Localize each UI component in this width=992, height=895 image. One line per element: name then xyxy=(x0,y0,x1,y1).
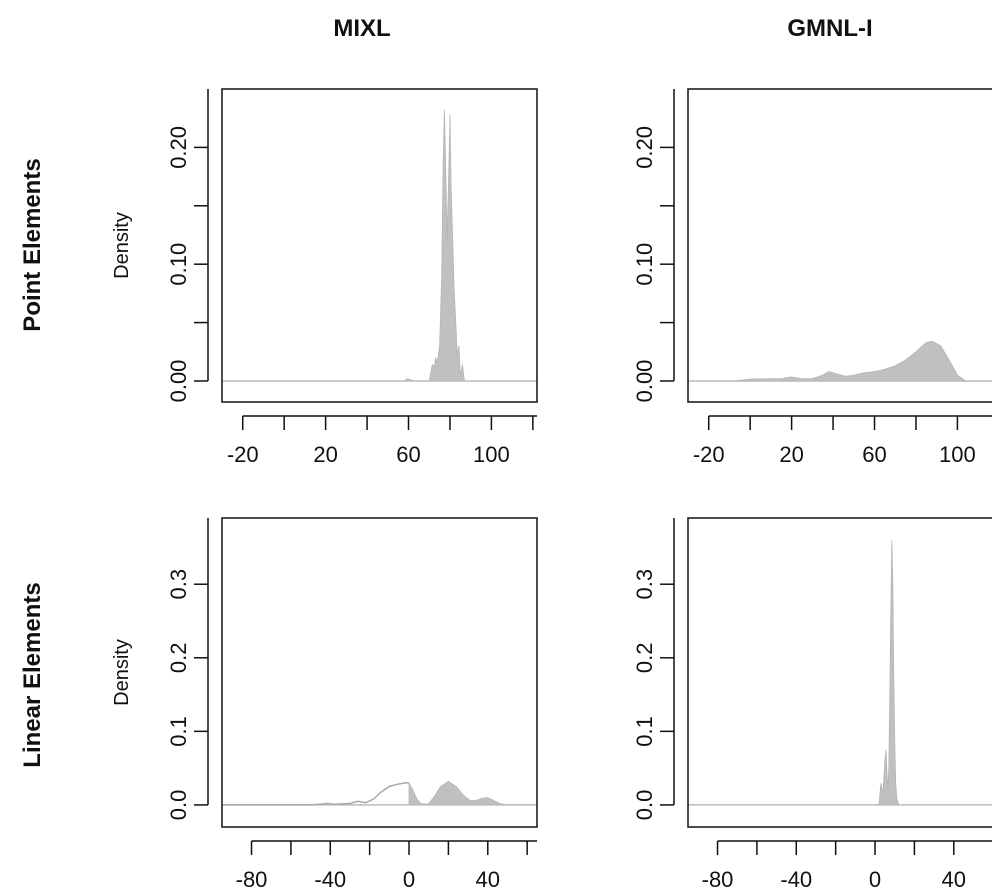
x-tick-label: -20 xyxy=(227,442,259,467)
y-tick-label: 0.0 xyxy=(632,790,657,821)
x-tick-label: -40 xyxy=(780,867,812,892)
plot-frame xyxy=(221,517,538,828)
panel-mixl-point: -20 20 60 100 0.00 0.10 0.20 Density xyxy=(111,88,538,467)
density-outline xyxy=(222,782,409,806)
x-tick-label: 20 xyxy=(779,442,803,467)
panel-gmnl-i-point: -20 20 60 100 0.00 0.10 0.20 xyxy=(632,88,992,467)
y-tick-label: 0.10 xyxy=(632,243,657,286)
x-tick-label: 60 xyxy=(862,442,886,467)
x-tick-label: 20 xyxy=(313,442,337,467)
x-tick-label: 100 xyxy=(939,442,976,467)
x-tick-label: -20 xyxy=(693,442,725,467)
x-tick-label: -40 xyxy=(314,867,346,892)
y-tick-label: 0.1 xyxy=(166,716,191,747)
y-tick-label: 0.3 xyxy=(166,569,191,600)
y-tick-label: 0.0 xyxy=(166,790,191,821)
density-area xyxy=(878,540,900,806)
x-tick-label: 40 xyxy=(476,867,500,892)
x-tick-label: 100 xyxy=(473,442,510,467)
y-tick-label: 0.3 xyxy=(632,569,657,600)
density-area xyxy=(403,109,465,382)
x-tick-label: -80 xyxy=(702,867,734,892)
x-tick-label: -80 xyxy=(236,867,268,892)
y-tick-label: 0.10 xyxy=(166,243,191,286)
row-title-point-elements: Point Elements xyxy=(19,158,46,331)
x-tick-label: 0 xyxy=(403,867,415,892)
y-tick-label: 0.20 xyxy=(632,126,657,169)
plot-frame xyxy=(687,517,992,828)
y-axis-title: Density xyxy=(111,212,133,279)
row-title-linear-elements: Linear Elements xyxy=(19,582,46,767)
y-tick-label: 0.00 xyxy=(166,360,191,403)
y-tick-label: 0.00 xyxy=(632,360,657,403)
y-tick-label: 0.1 xyxy=(632,716,657,747)
density-area xyxy=(408,780,537,806)
panel-mixl-linear: -80 -40 0 40 0.0 0.1 0.2 0.3 Density xyxy=(111,517,538,892)
density-area xyxy=(733,340,967,382)
x-tick-label: 40 xyxy=(942,867,966,892)
y-tick-label: 0.20 xyxy=(166,126,191,169)
x-tick-label: 0 xyxy=(869,867,881,892)
x-tick-label: 60 xyxy=(396,442,420,467)
column-title-gmnl-i: GMNL-I xyxy=(787,15,872,42)
plot-frame xyxy=(221,88,538,403)
y-axis-title: Density xyxy=(111,639,133,706)
plot-frame xyxy=(687,88,992,403)
column-title-mixl: MIXL xyxy=(333,15,390,42)
panel-gmnl-i-linear: -80 -40 0 40 0.0 0.1 0.2 0.3 xyxy=(632,517,992,892)
y-tick-label: 0.2 xyxy=(166,643,191,674)
y-tick-label: 0.2 xyxy=(632,643,657,674)
